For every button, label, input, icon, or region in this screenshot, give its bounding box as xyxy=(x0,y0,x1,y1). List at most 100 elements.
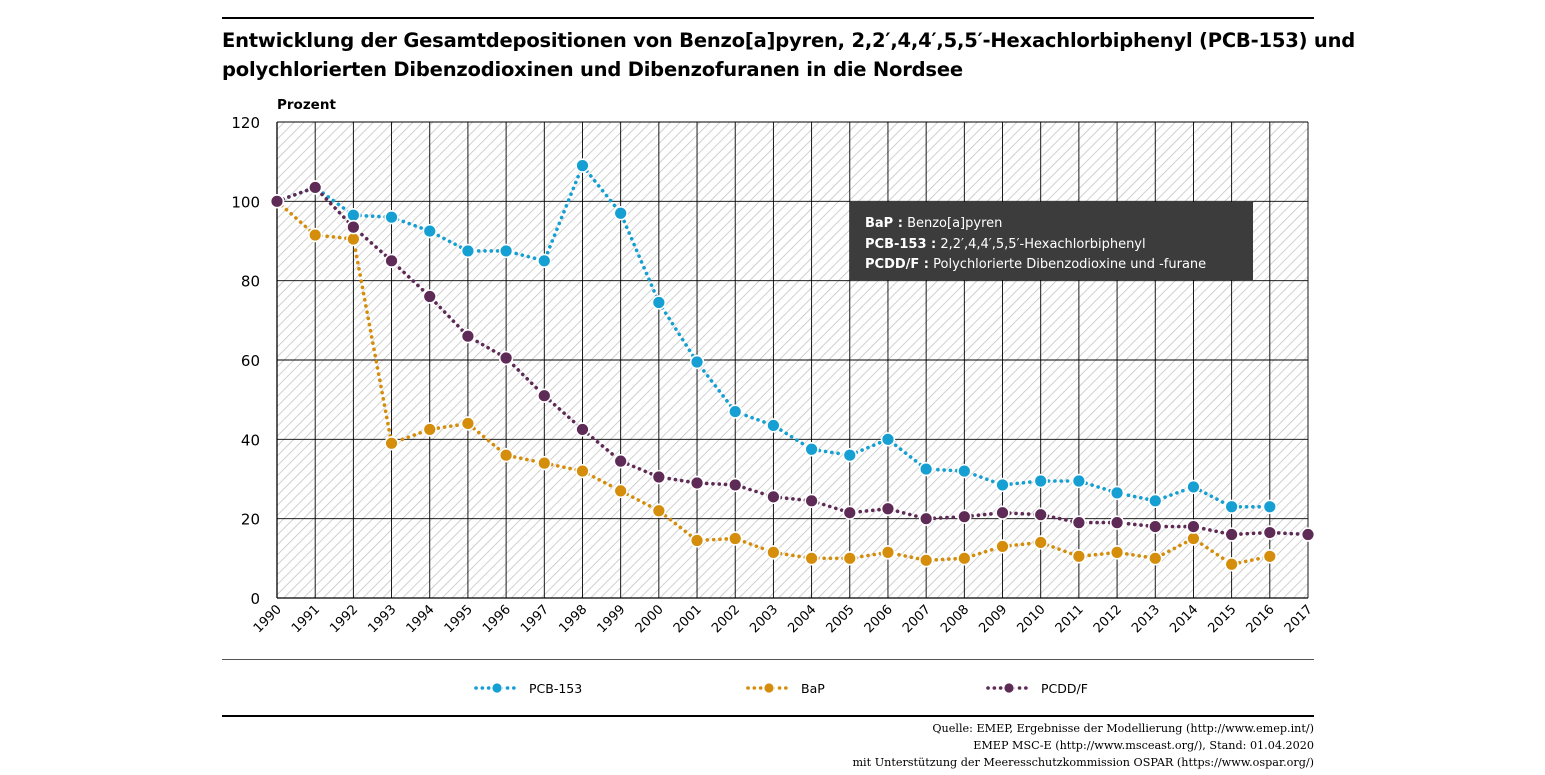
legend-item-bap: BaP xyxy=(745,678,825,698)
x-tick-label: 2012 xyxy=(1091,602,1125,636)
data-point-pcb-2003 xyxy=(766,418,781,433)
legend-swatch-marker xyxy=(763,682,775,694)
x-tick-label: 1997 xyxy=(518,602,552,636)
y-tick-label: 80 xyxy=(241,273,260,291)
data-point-pcdd-1992 xyxy=(346,219,361,235)
data-point-pcb-2008 xyxy=(957,463,972,479)
series-line-pcb xyxy=(275,162,1272,509)
data-point-pcb-1996 xyxy=(498,243,514,259)
data-point-bap-1998 xyxy=(575,463,590,479)
data-point-pcb-2011 xyxy=(1071,473,1087,489)
data-point-pcdd-2001 xyxy=(689,475,705,491)
data-point-pcdd-2011 xyxy=(1071,515,1087,530)
x-tick-label: 1992 xyxy=(327,602,361,636)
x-tick-label: 2013 xyxy=(1129,602,1163,636)
legend-swatch-pcb xyxy=(474,682,520,694)
y-axis-title: Prozent xyxy=(277,97,336,113)
data-point-pcdd-1999 xyxy=(613,453,628,469)
info-row-pcb: PCB-153 : 2,2′,4,4′,5,5′-Hexachlorbiphen… xyxy=(865,235,1253,256)
data-point-pcdd-2017 xyxy=(1300,527,1316,542)
y-tick-label: 100 xyxy=(231,193,260,211)
data-point-bap-1991 xyxy=(307,227,323,243)
data-point-pcb-2004 xyxy=(804,442,819,457)
data-point-pcb-1997 xyxy=(537,253,552,269)
data-point-pcb-1992 xyxy=(346,208,361,223)
data-point-pcdd-2004 xyxy=(804,493,819,509)
data-point-pcb-1999 xyxy=(613,206,628,221)
data-point-pcb-2001 xyxy=(689,354,705,370)
y-tick-label: 20 xyxy=(241,511,260,529)
data-point-pcdd-1991 xyxy=(307,180,323,195)
chart-title-line-2: polychlorierten Dibenzodioxinen und Dibe… xyxy=(222,58,963,81)
data-point-pcdd-1998 xyxy=(575,422,590,437)
x-tick-label: 2004 xyxy=(785,602,819,636)
y-tick-label: 120 xyxy=(231,114,260,132)
data-point-bap-2005 xyxy=(842,551,857,566)
x-tick-label: 2002 xyxy=(709,602,743,636)
data-point-bap-2006 xyxy=(880,545,896,560)
data-point-bap-2001 xyxy=(689,533,705,548)
data-point-pcb-2006 xyxy=(880,432,896,447)
data-point-bap-2014 xyxy=(1186,531,1201,546)
data-point-pcdd-2003 xyxy=(766,489,781,505)
data-point-pcdd-1995 xyxy=(460,329,476,344)
data-point-bap-1994 xyxy=(422,422,437,437)
legend-item-pcdd: PCDD/F xyxy=(985,678,1088,698)
data-point-bap-1997 xyxy=(537,455,552,471)
data-point-pcdd-1994 xyxy=(422,289,437,304)
data-point-pcb-2010 xyxy=(1033,473,1048,489)
data-point-bap-1995 xyxy=(460,416,476,431)
data-point-bap-1999 xyxy=(613,483,628,499)
info-abbr-pcdd: PCDD/F : xyxy=(865,257,930,272)
data-point-pcdd-2000 xyxy=(651,469,667,485)
source-note: Quelle: EMEP, Ergebnisse der Modellierun… xyxy=(852,720,1314,771)
x-tick-label: 2017 xyxy=(1282,602,1316,636)
source-line-2: EMEP MSC-E (http://www.msceast.org/), St… xyxy=(973,739,1314,752)
info-abbr-bap: BaP : xyxy=(865,216,903,231)
data-point-pcdd-2009 xyxy=(995,505,1010,520)
x-tick-label: 2009 xyxy=(976,602,1010,636)
data-point-pcb-1994 xyxy=(422,223,437,239)
data-point-pcdd-2016 xyxy=(1262,525,1278,540)
data-point-pcdd-1996 xyxy=(498,350,514,366)
x-tick-label: 2010 xyxy=(1015,602,1049,636)
data-point-pcb-2000 xyxy=(651,295,667,310)
legend-label-pcdd: PCDD/F xyxy=(1041,680,1088,696)
x-tick-label: 2014 xyxy=(1167,602,1201,636)
data-point-pcdd-2014 xyxy=(1186,519,1201,534)
x-tick-label: 2003 xyxy=(747,602,781,636)
y-tick-label: 0 xyxy=(250,590,260,608)
data-point-pcb-1993 xyxy=(384,210,399,225)
info-row-bap: BaP : Benzo[a]pyren xyxy=(865,214,1253,235)
data-point-bap-2010 xyxy=(1033,535,1048,550)
data-point-pcdd-1990 xyxy=(269,194,285,209)
data-point-pcdd-2002 xyxy=(728,477,743,493)
data-point-bap-2008 xyxy=(957,551,972,566)
x-tick-label: 2005 xyxy=(824,602,858,636)
info-text-pcdd: Polychlorierte Dibenzodioxine und -furan… xyxy=(933,257,1207,272)
x-tick-label: 1998 xyxy=(556,602,590,636)
data-point-bap-2000 xyxy=(651,503,667,518)
data-point-bap-2007 xyxy=(918,553,934,568)
data-point-pcb-2012 xyxy=(1109,485,1125,501)
source-line-1: Quelle: EMEP, Ergebnisse der Modellierun… xyxy=(932,722,1314,735)
data-point-pcdd-2013 xyxy=(1148,519,1163,534)
data-point-bap-2015 xyxy=(1224,557,1239,572)
info-row-pcdd: PCDD/F : Polychlorierte Dibenzodioxine u… xyxy=(865,255,1253,276)
x-tick-label: 2016 xyxy=(1244,602,1278,636)
x-tick-label: 1994 xyxy=(404,602,438,636)
chart-title-line-1: Entwicklung der Gesamtdepositionen von B… xyxy=(222,29,1356,52)
data-point-pcb-2013 xyxy=(1148,493,1163,509)
legend-top-rule xyxy=(222,659,1314,660)
data-point-bap-2002 xyxy=(728,531,743,546)
x-tick-label: 2001 xyxy=(671,602,705,636)
data-point-bap-2013 xyxy=(1148,551,1163,566)
data-point-pcb-2007 xyxy=(918,461,934,477)
legend-swatch-marker xyxy=(1003,682,1015,694)
data-point-pcb-2016 xyxy=(1262,499,1278,514)
data-point-bap-1993 xyxy=(384,436,399,451)
data-point-pcb-2014 xyxy=(1186,479,1201,495)
legend-label-bap: BaP xyxy=(801,680,825,696)
x-tick-label: 2015 xyxy=(1205,602,1239,636)
